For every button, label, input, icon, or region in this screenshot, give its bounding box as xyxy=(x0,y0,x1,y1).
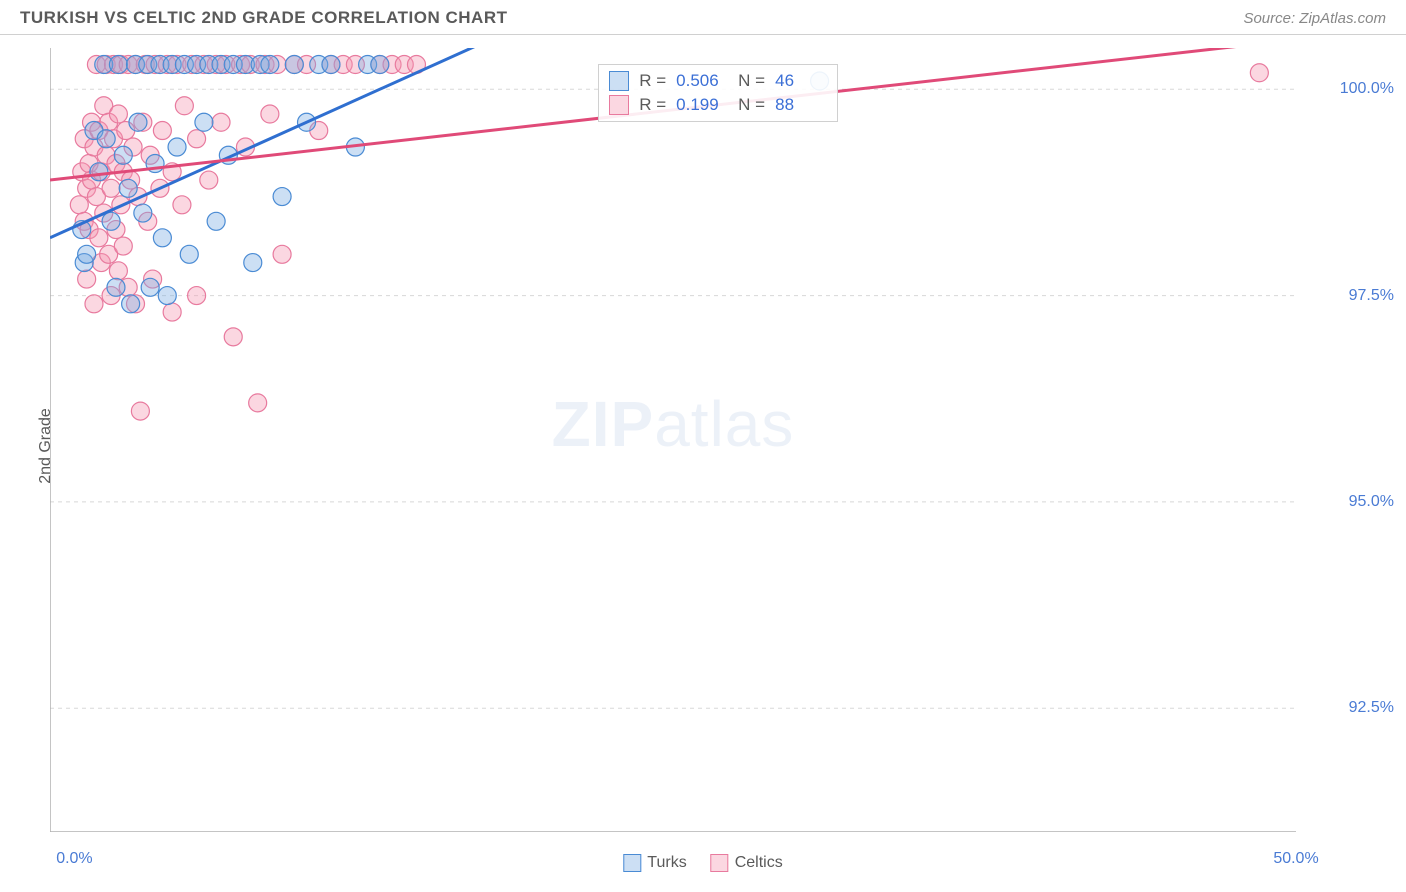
stats-row: R = 0.199 N = 88 xyxy=(609,93,827,117)
stats-n-value: 88 xyxy=(775,95,827,115)
y-tick-label: 92.5% xyxy=(1349,699,1394,717)
y-tick-label: 97.5% xyxy=(1349,287,1394,305)
legend-item: Turks xyxy=(623,854,686,872)
correlation-stats-box: R = 0.506 N = 46 R = 0.199 N = 88 xyxy=(598,64,838,122)
chart-plot-area: ZIPatlas R = 0.506 N = 46 R = 0.199 N = … xyxy=(50,48,1296,832)
stats-r-value: 0.506 xyxy=(676,71,728,91)
y-tick-label: 95.0% xyxy=(1349,493,1394,511)
stats-n-label: N = xyxy=(738,95,765,115)
stats-n-value: 46 xyxy=(775,71,827,91)
chart-header: TURKISH VS CELTIC 2ND GRADE CORRELATION … xyxy=(0,0,1406,35)
stats-r-label: R = xyxy=(639,95,666,115)
scatter-plot-svg xyxy=(50,48,1296,832)
legend-swatch xyxy=(711,854,729,872)
stats-swatch xyxy=(609,71,629,91)
stats-r-label: R = xyxy=(639,71,666,91)
stats-row: R = 0.506 N = 46 xyxy=(609,69,827,93)
x-tick-label-left: 0.0% xyxy=(56,850,92,868)
stats-n-label: N = xyxy=(738,71,765,91)
bottom-legend: Turks Celtics xyxy=(623,854,782,872)
legend-label: Celtics xyxy=(735,854,783,871)
x-tick-label-right: 50.0% xyxy=(1273,850,1318,868)
legend-swatch xyxy=(623,854,641,872)
legend-label: Turks xyxy=(647,854,686,871)
chart-source: Source: ZipAtlas.com xyxy=(1243,10,1386,27)
chart-title: TURKISH VS CELTIC 2ND GRADE CORRELATION … xyxy=(20,8,508,28)
y-tick-label: 100.0% xyxy=(1340,80,1394,98)
stats-r-value: 0.199 xyxy=(676,95,728,115)
legend-item: Celtics xyxy=(711,854,783,872)
stats-swatch xyxy=(609,95,629,115)
